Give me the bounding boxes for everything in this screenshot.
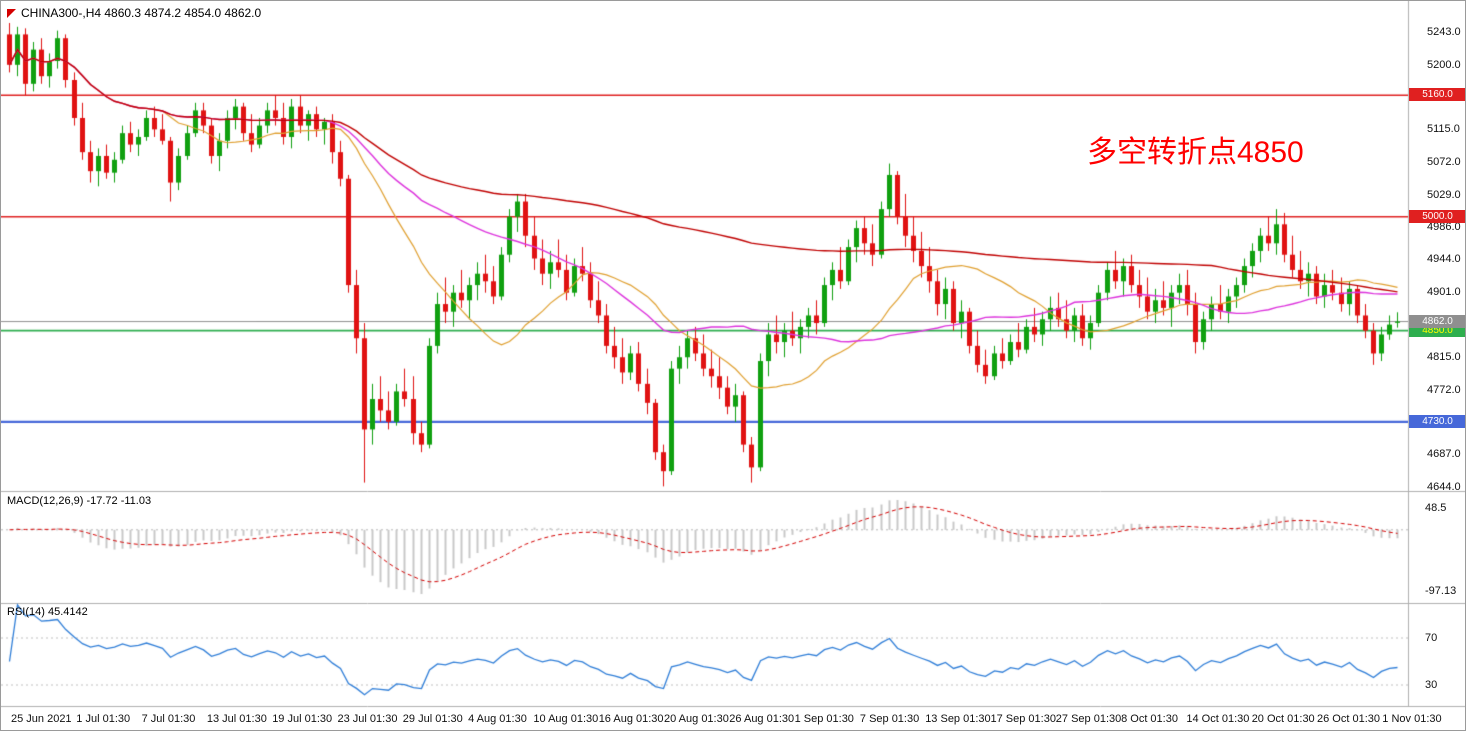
price-tick: 5072.0: [1427, 156, 1461, 169]
chart-title: CHINA300-,H4 4860.3 4874.2 4854.0 4862.0: [7, 6, 261, 20]
time-label: 4 Aug 01:30: [468, 713, 527, 725]
rsi-label: RSI(14) 45.4142: [7, 606, 88, 618]
time-label: 23 Jul 01:30: [337, 713, 398, 725]
time-label: 14 Oct 01:30: [1186, 713, 1250, 725]
price-tick: 4815.0: [1427, 351, 1461, 364]
time-label: 20 Aug 01:30: [664, 713, 729, 725]
price-line-label: 5000.0: [1409, 209, 1465, 223]
time-label: 27 Sep 01:30: [1055, 713, 1122, 725]
price-tick: 5029.0: [1427, 188, 1461, 201]
time-label: 1 Sep 01:30: [794, 713, 854, 725]
indicator-axis-tick: -97.13: [1425, 585, 1457, 597]
time-label: 26 Oct 01:30: [1317, 713, 1380, 725]
price-tick: 4687.0: [1427, 448, 1461, 461]
price-tick: 5115.0: [1427, 123, 1460, 136]
time-label: 20 Oct 01:30: [1251, 713, 1315, 725]
indicator-axis-tick: 30: [1425, 679, 1438, 691]
price-tick: 4901.0: [1427, 285, 1461, 298]
price-line-label: 5160.0: [1409, 88, 1465, 102]
time-label: 29 Jul 01:30: [402, 713, 463, 725]
time-label: 10 Aug 01:30: [533, 713, 599, 725]
time-label: 8 Oct 01:30: [1121, 713, 1178, 725]
time-label: 7 Jul 01:30: [141, 713, 196, 725]
price-line-label: 4730.0: [1409, 414, 1465, 428]
price-line-label: 4862.0: [1409, 314, 1465, 328]
indicator-axis-tick: 70: [1425, 632, 1438, 644]
time-label: 19 Jul 01:30: [272, 713, 333, 725]
price-tick: 4644.0: [1427, 481, 1461, 494]
price-tick: 4986.0: [1427, 221, 1461, 234]
price-tick: 4944.0: [1427, 253, 1461, 266]
time-label: 17 Sep 01:30: [990, 713, 1056, 725]
time-label: 13 Jul 01:30: [206, 713, 267, 725]
price-tick: 5243.0: [1427, 26, 1461, 39]
time-label: 26 Aug 01:30: [729, 713, 795, 725]
macd-label: MACD(12,26,9) -17.72 -11.03: [7, 495, 152, 507]
indicator-axis-tick: 48.5: [1425, 502, 1447, 514]
time-label: 1 Nov 01:30: [1382, 713, 1442, 725]
time-label: 7 Sep 01:30: [859, 713, 920, 725]
annotation-text: 多空转折点4850: [1087, 136, 1304, 169]
symbol-ohlc-text: CHINA300-,H4 4860.3 4874.2 4854.0 4862.0: [21, 6, 262, 20]
time-label: 13 Sep 01:30: [925, 713, 991, 725]
price-tick: 4772.0: [1427, 383, 1461, 396]
time-label: 25 Jun 2021: [11, 713, 72, 725]
symbol-marker-icon: [7, 8, 16, 18]
price-tick: 5200.0: [1427, 58, 1461, 71]
time-label: 1 Jul 01:30: [76, 713, 131, 725]
time-label: 16 Aug 01:30: [598, 713, 664, 725]
